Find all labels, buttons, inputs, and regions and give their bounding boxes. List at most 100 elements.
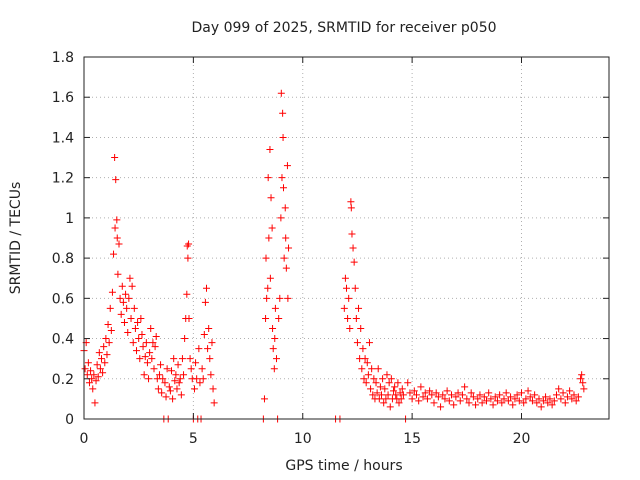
data-point	[374, 365, 382, 373]
data-point	[140, 371, 148, 379]
data-point	[279, 133, 287, 141]
data-point	[380, 399, 388, 407]
data-point	[145, 375, 153, 383]
data-point	[139, 343, 147, 351]
data-point	[439, 391, 447, 399]
data-point	[201, 298, 209, 306]
data-point	[478, 399, 486, 407]
data-point	[280, 184, 287, 192]
data-point	[375, 395, 383, 403]
data-point	[378, 391, 385, 399]
x-axis-label: GPS time / hours	[285, 458, 402, 474]
data-point	[408, 395, 416, 403]
data-point	[158, 389, 166, 397]
data-point	[181, 335, 189, 343]
data-point	[271, 335, 279, 343]
data-point	[269, 345, 277, 353]
data-point	[185, 240, 193, 248]
data-point	[131, 325, 139, 332]
data-point	[96, 365, 104, 373]
x-tick-label: 20	[513, 431, 531, 447]
data-point	[555, 385, 563, 393]
data-point	[184, 254, 192, 262]
data-point	[120, 318, 128, 326]
data-point	[210, 399, 218, 407]
data-point	[404, 379, 412, 387]
data-point	[381, 385, 389, 393]
data-point	[363, 359, 371, 367]
data-point	[273, 355, 280, 363]
y-tick-label: 1	[65, 211, 74, 227]
data-point	[177, 391, 185, 399]
data-point	[154, 385, 162, 393]
data-point	[362, 379, 370, 387]
data-point	[142, 339, 150, 347]
data-point	[83, 371, 91, 379]
data-point	[548, 401, 556, 409]
data-point	[147, 325, 155, 332]
data-point	[151, 343, 159, 351]
data-point	[192, 359, 200, 367]
data-point	[561, 399, 569, 407]
data-point	[340, 304, 348, 312]
data-point	[207, 371, 215, 379]
data-point	[531, 391, 539, 399]
data-point	[282, 234, 290, 242]
data-point	[125, 294, 133, 302]
data-point	[526, 393, 534, 401]
data-point	[502, 389, 510, 397]
data-point	[111, 154, 119, 162]
data-point	[539, 397, 547, 405]
data-point	[100, 343, 108, 351]
data-point	[423, 395, 431, 403]
data-point	[518, 389, 525, 397]
data-point	[94, 373, 102, 381]
y-axis-label: SRMTID / TECUs	[8, 182, 24, 295]
y-tick-label: 1.4	[52, 130, 74, 146]
data-point	[553, 391, 560, 399]
data-point	[163, 365, 171, 373]
data-point	[572, 397, 580, 405]
data-point	[537, 403, 545, 411]
data-point	[90, 371, 98, 379]
data-point	[550, 397, 558, 405]
y-tick-label: 0.4	[52, 332, 74, 348]
data-point	[99, 369, 107, 377]
x-tick-label: 5	[189, 431, 198, 447]
data-point	[106, 304, 114, 312]
data-point	[102, 335, 110, 343]
data-point	[279, 109, 287, 117]
y-tick-label: 1.2	[52, 171, 74, 187]
y-tick-label: 0.6	[52, 291, 74, 307]
y-tick-label: 1.6	[52, 90, 74, 106]
data-point	[360, 375, 368, 383]
data-point	[476, 391, 484, 399]
data-point	[266, 274, 274, 282]
data-point	[341, 274, 349, 282]
data-point	[206, 355, 214, 363]
data-point	[168, 367, 175, 375]
data-point	[395, 399, 403, 407]
data-point	[81, 365, 89, 373]
data-point	[180, 371, 188, 379]
data-point	[135, 335, 143, 343]
data-point	[264, 174, 272, 182]
data-point	[570, 391, 578, 399]
data-point	[406, 389, 414, 397]
data-point	[176, 375, 184, 383]
data-point	[103, 351, 111, 359]
data-point	[117, 310, 125, 318]
data-point	[472, 401, 480, 409]
data-point	[278, 174, 286, 182]
data-point	[111, 224, 119, 232]
data-point	[267, 194, 275, 202]
data-point	[159, 375, 167, 383]
data-point	[205, 325, 213, 332]
data-point	[348, 230, 356, 238]
data-point	[373, 389, 381, 397]
data-point	[432, 389, 440, 397]
data-point	[487, 395, 495, 403]
data-point	[410, 387, 418, 395]
data-point	[155, 371, 163, 379]
data-point	[563, 393, 571, 401]
